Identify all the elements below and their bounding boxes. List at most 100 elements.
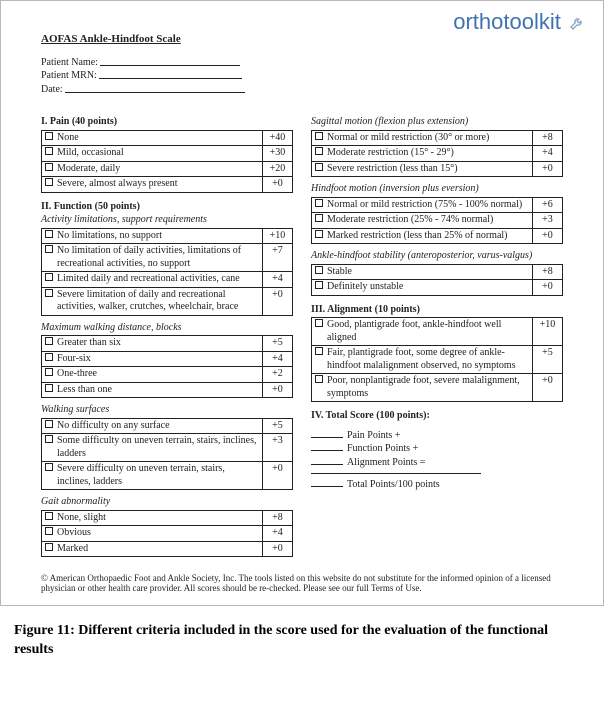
option-label: Severe restriction (less than 15°) [327,163,529,176]
option-cell: Limited daily and recreational activitie… [42,272,263,288]
totals-line-alignment: Alignment Points = [311,456,563,470]
totals-block: Pain Points + Function Points + Alignmen… [311,429,563,492]
totals-heading: IV. Total Score (100 points): [311,410,563,423]
option-label: Poor, nonplantigrade foot, severe malali… [327,375,529,400]
footer-text: © American Orthopaedic Foot and Ankle So… [15,573,589,593]
checkbox[interactable] [315,281,323,289]
checkbox[interactable] [45,132,53,140]
option-label: Normal or mild restriction (30° or more) [327,132,529,145]
checkbox[interactable] [45,420,53,428]
option-cell: Marked restriction (less than 25% of nor… [312,228,533,244]
checkbox[interactable] [315,132,323,140]
checkbox[interactable] [45,273,53,281]
patient-mrn-blank[interactable] [99,70,242,79]
checkbox[interactable] [45,230,53,238]
checkbox[interactable] [45,368,53,376]
pain-points-blank[interactable] [311,429,343,438]
checkbox[interactable] [45,337,53,345]
option-cell: Mild, occasional [42,146,263,162]
points-cell: +0 [263,177,293,193]
right-column: Sagittal motion (flexion plus extension)… [311,108,563,557]
checkbox[interactable] [45,353,53,361]
patient-name-blank[interactable] [100,57,240,66]
points-cell: +4 [263,272,293,288]
surfaces-table: No difficulty on any surface+5Some diffi… [41,418,293,491]
date-label: Date: [41,84,63,95]
total-points-blank[interactable] [311,478,343,487]
points-cell: +3 [263,434,293,462]
checkbox[interactable] [45,527,53,535]
checkbox[interactable] [45,289,53,297]
option-cell: Greater than six [42,336,263,352]
option-cell: Moderate restriction (25% - 74% normal) [312,213,533,229]
function-points-blank[interactable] [311,442,343,451]
document-sheet: orthotoolkit AOFAS Ankle-Hindfoot Scale … [0,0,604,606]
option-label: Obvious [57,527,259,540]
checkbox[interactable] [45,384,53,392]
checkbox[interactable] [45,245,53,253]
checkbox[interactable] [45,463,53,471]
points-cell: +10 [533,318,563,346]
option-label: No difficulty on any surface [57,420,259,433]
patient-mrn-row: Patient MRN: [41,70,563,83]
option-label: Some difficulty on uneven terrain, stair… [57,435,259,460]
points-cell: +4 [263,526,293,542]
pain-table: None+40Mild, occasional+30Moderate, dail… [41,130,293,193]
checkbox[interactable] [45,163,53,171]
option-label: Definitely unstable [327,281,529,294]
checkbox[interactable] [45,178,53,186]
checkbox[interactable] [315,199,323,207]
checkbox[interactable] [315,163,323,171]
option-cell: Some difficulty on uneven terrain, stair… [42,434,263,462]
option-label: Good, plantigrade foot, ankle-hindfoot w… [327,319,529,344]
function-heading: II. Function (50 points) [41,201,293,214]
points-cell: +3 [533,213,563,229]
checkbox[interactable] [315,266,323,274]
checkbox[interactable] [45,435,53,443]
option-cell: Severe limitation of daily and recreatio… [42,287,263,315]
option-label: One-three [57,368,259,381]
gait-table: None, slight+8Obvious+4Marked+0 [41,510,293,558]
function-points-label: Function Points + [347,443,418,454]
totals-line-final: Total Points/100 points [311,478,563,492]
option-cell: Four-six [42,351,263,367]
stability-table: Stable+8Definitely unstable+0 [311,264,563,296]
sagittal-table: Normal or mild restriction (30° or more)… [311,130,563,178]
checkbox[interactable] [315,347,323,355]
alignment-table: Good, plantigrade foot, ankle-hindfoot w… [311,317,563,402]
checkbox[interactable] [315,319,323,327]
option-cell: Good, plantigrade foot, ankle-hindfoot w… [312,318,533,346]
option-cell: Less than one [42,382,263,398]
option-label: Moderate restriction (25% - 74% normal) [327,214,529,227]
walkdist-table: Greater than six+5Four-six+4One-three+2L… [41,335,293,398]
figure-caption: Figure 11: Different criteria included i… [14,622,590,660]
option-label: None, slight [57,512,259,525]
alignment-points-blank[interactable] [311,456,343,465]
option-cell: Normal or mild restriction (75% - 100% n… [312,197,533,213]
checkbox[interactable] [315,375,323,383]
date-blank[interactable] [65,84,245,93]
columns: I. Pain (40 points) None+40Mild, occasio… [41,108,563,557]
checkbox[interactable] [315,214,323,222]
points-cell: +0 [533,228,563,244]
surfaces-subtitle: Walking surfaces [41,404,293,417]
checkbox[interactable] [315,230,323,238]
totals-rule [311,473,481,474]
option-label: Limited daily and recreational activitie… [57,273,259,286]
checkbox[interactable] [315,147,323,155]
checkbox[interactable] [45,543,53,551]
option-label: None [57,132,259,145]
option-label: Normal or mild restriction (75% - 100% n… [327,199,529,212]
points-cell: +20 [263,161,293,177]
option-label: Marked restriction (less than 25% of nor… [327,230,529,243]
checkbox[interactable] [45,512,53,520]
option-cell: Severe restriction (less than 15°) [312,161,533,177]
option-cell: Moderate, daily [42,161,263,177]
checkbox[interactable] [45,147,53,155]
walkdist-subtitle: Maximum walking distance, blocks [41,322,293,335]
points-cell: +5 [533,346,563,374]
option-cell: Marked [42,541,263,557]
option-cell: Obvious [42,526,263,542]
option-label: No limitation of daily activities, limit… [57,245,259,270]
option-cell: Severe difficulty on uneven terrain, sta… [42,462,263,490]
